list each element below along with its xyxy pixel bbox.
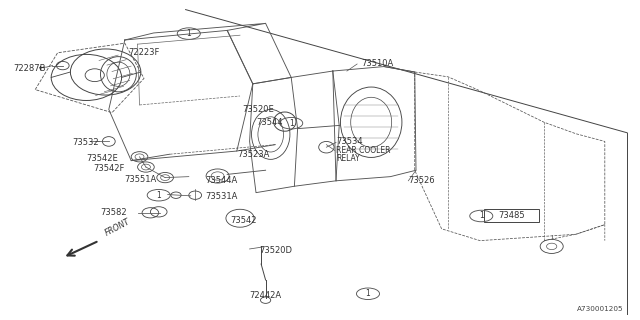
Text: 73485: 73485 bbox=[498, 212, 525, 220]
Text: 73531A: 73531A bbox=[205, 192, 237, 201]
Text: 73532: 73532 bbox=[72, 138, 99, 147]
Text: 72442A: 72442A bbox=[250, 292, 282, 300]
Text: 1: 1 bbox=[289, 119, 294, 128]
Text: 72287B: 72287B bbox=[13, 64, 46, 73]
Text: FRONT: FRONT bbox=[104, 217, 132, 237]
Text: 73551A: 73551A bbox=[125, 175, 157, 184]
Text: 73520D: 73520D bbox=[259, 246, 292, 255]
Text: 73582: 73582 bbox=[100, 208, 127, 217]
Text: 72223F: 72223F bbox=[128, 48, 159, 57]
Text: 73510A: 73510A bbox=[362, 60, 394, 68]
Text: 1: 1 bbox=[186, 29, 191, 38]
Text: 1: 1 bbox=[156, 191, 161, 200]
Text: 73542E: 73542E bbox=[86, 154, 118, 163]
Text: 73534: 73534 bbox=[336, 137, 363, 146]
Text: 1: 1 bbox=[479, 212, 484, 220]
Text: 73526: 73526 bbox=[408, 176, 435, 185]
Text: 1: 1 bbox=[365, 289, 371, 298]
Text: 73544A: 73544A bbox=[205, 176, 237, 185]
Text: 73523A: 73523A bbox=[237, 150, 269, 159]
Text: RELAY: RELAY bbox=[336, 154, 360, 163]
Text: 73542: 73542 bbox=[230, 216, 257, 225]
Text: 73520E: 73520E bbox=[242, 105, 274, 114]
Text: 73544: 73544 bbox=[256, 118, 282, 127]
Text: A730001205: A730001205 bbox=[577, 306, 624, 312]
Text: REAR COOLER: REAR COOLER bbox=[336, 146, 390, 155]
Text: 73542F: 73542F bbox=[93, 164, 125, 173]
